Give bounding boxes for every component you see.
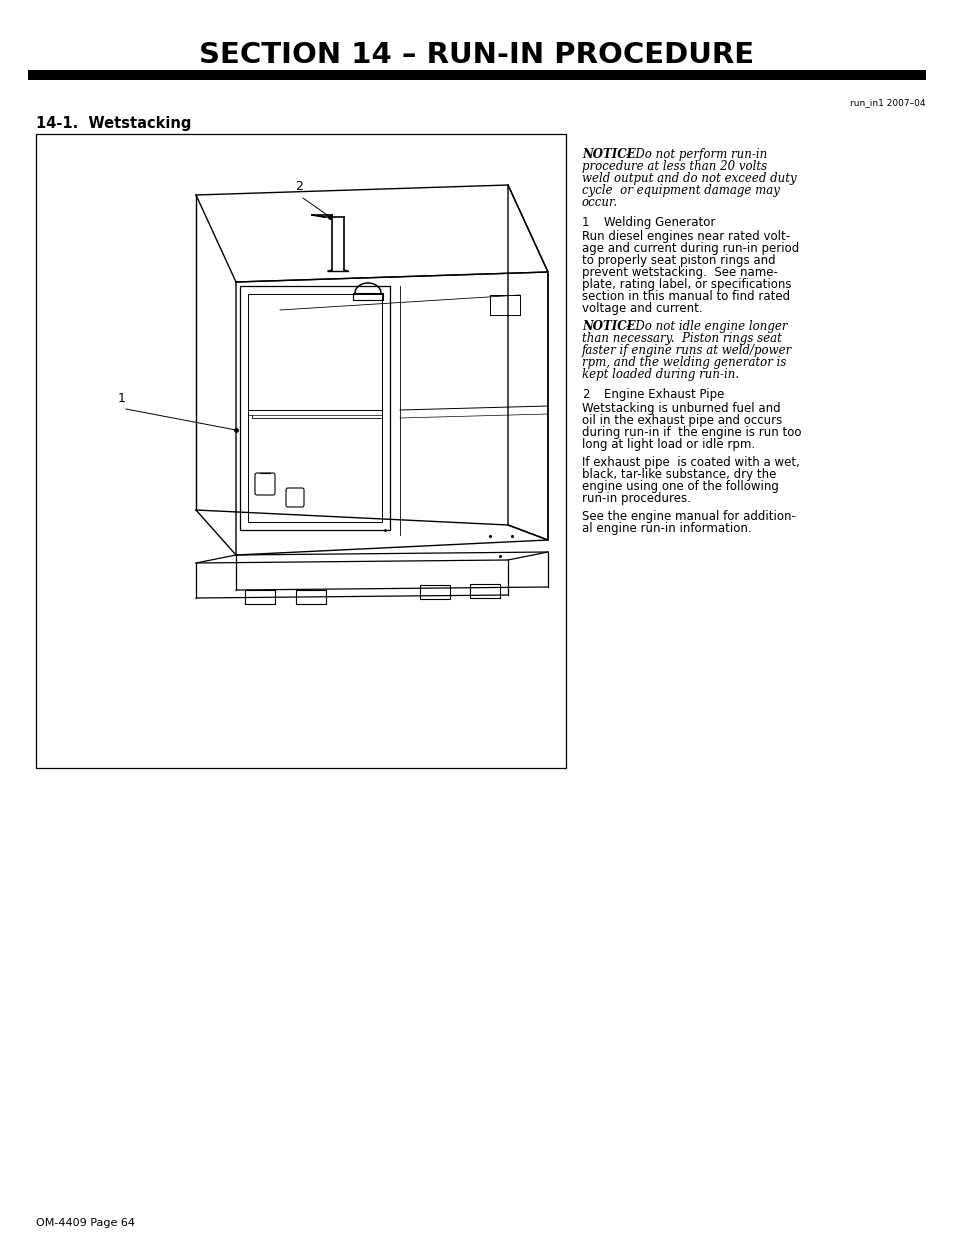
Text: Welding Generator: Welding Generator [603,216,715,228]
Text: long at light load or idle rpm.: long at light load or idle rpm. [581,438,755,451]
Text: cycle  or equipment damage may: cycle or equipment damage may [581,184,779,198]
Text: 1: 1 [118,391,126,405]
Text: 2: 2 [294,180,302,193]
FancyBboxPatch shape [254,473,274,495]
Text: kept loaded during run-in.: kept loaded during run-in. [581,368,739,382]
Text: Wetstacking is unburned fuel and: Wetstacking is unburned fuel and [581,403,780,415]
Text: than necessary.  Piston rings seat: than necessary. Piston rings seat [581,332,781,345]
Text: plate, rating label, or specifications: plate, rating label, or specifications [581,278,791,291]
Text: procedure at less than 20 volts: procedure at less than 20 volts [581,161,766,173]
Text: NOTICE: NOTICE [581,320,635,333]
Text: Run diesel engines near rated volt-: Run diesel engines near rated volt- [581,230,789,243]
Text: voltage and current.: voltage and current. [581,303,702,315]
Text: NOTICE: NOTICE [581,148,635,161]
Text: black, tar-like substance, dry the: black, tar-like substance, dry the [581,468,776,480]
Text: age and current during run-in period: age and current during run-in period [581,242,799,254]
Bar [36,135,565,768]
Bar [28,70,925,80]
Text: Engine Exhaust Pipe: Engine Exhaust Pipe [603,388,723,401]
Text: occur.: occur. [581,196,618,209]
Text: oil in the exhaust pipe and occurs: oil in the exhaust pipe and occurs [581,414,781,427]
Text: See the engine manual for addition-: See the engine manual for addition- [581,510,795,522]
Text: 1: 1 [581,216,589,228]
Text: 2: 2 [581,388,589,401]
Text: OM-4409 Page 64: OM-4409 Page 64 [36,1218,135,1228]
Text: weld output and do not exceed duty: weld output and do not exceed duty [581,172,796,185]
Text: section in this manual to find rated: section in this manual to find rated [581,290,789,303]
Text: engine using one of the following: engine using one of the following [581,480,778,493]
Text: faster if engine runs at weld/power: faster if engine runs at weld/power [581,345,791,357]
Text: run_in1 2007–04: run_in1 2007–04 [850,98,925,107]
Text: al engine run-in information.: al engine run-in information. [581,522,751,535]
Text: during run-in if  the engine is run too: during run-in if the engine is run too [581,426,801,438]
Text: run-in procedures.: run-in procedures. [581,492,690,505]
FancyBboxPatch shape [286,488,304,508]
Text: rpm, and the welding generator is: rpm, and the welding generator is [581,356,785,369]
Text: SECTION 14 – RUN-IN PROCEDURE: SECTION 14 – RUN-IN PROCEDURE [199,41,754,69]
Text: If exhaust pipe  is coated with a wet,: If exhaust pipe is coated with a wet, [581,456,799,469]
Text: prevent wetstacking.  See name-: prevent wetstacking. See name- [581,266,777,279]
Text: 14-1.  Wetstacking: 14-1. Wetstacking [36,116,192,131]
Text: – Do not idle engine longer: – Do not idle engine longer [621,320,786,333]
Text: to properly seat piston rings and: to properly seat piston rings and [581,254,775,267]
Text: – Do not perform run-in: – Do not perform run-in [621,148,766,161]
